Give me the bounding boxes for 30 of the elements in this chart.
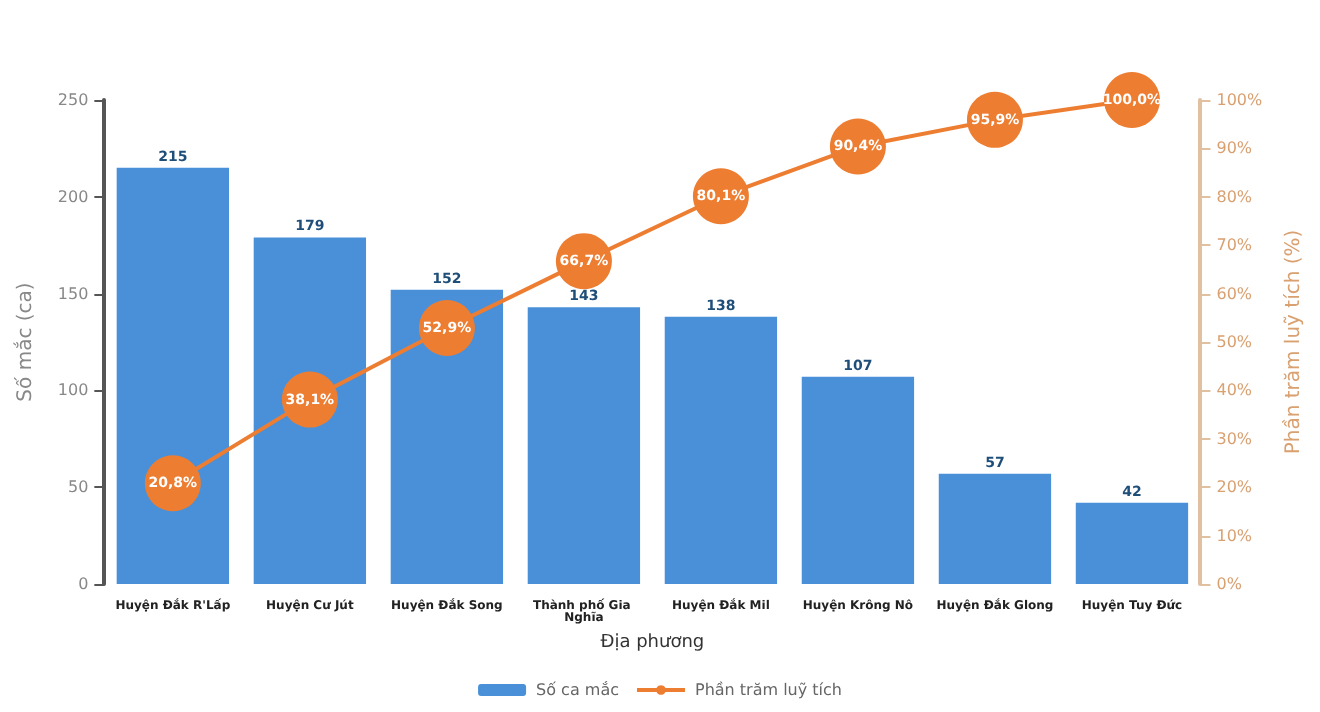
y-tick-label: 50 bbox=[67, 478, 89, 497]
y-tick-label: 100 bbox=[57, 381, 89, 400]
y2-tick-label: 30% bbox=[1216, 429, 1253, 448]
bar bbox=[253, 237, 367, 584]
bar bbox=[527, 307, 641, 584]
y2-tick-label: 70% bbox=[1216, 236, 1253, 255]
y2-tick-label: 80% bbox=[1216, 187, 1253, 206]
bar bbox=[390, 289, 504, 584]
bar bbox=[801, 376, 915, 584]
y-tick-label: 200 bbox=[57, 187, 89, 206]
y2-tick-label: 60% bbox=[1216, 284, 1253, 303]
y2-axis-title: Phần trăm luỹ tích (%) bbox=[1281, 229, 1305, 455]
y-tick-label: 150 bbox=[57, 284, 89, 303]
bar bbox=[1075, 502, 1189, 584]
legend-label: Số ca mắc bbox=[536, 679, 619, 699]
bar bbox=[116, 167, 230, 584]
legend-label: Phần trăm luỹ tích bbox=[694, 681, 842, 699]
y2-tick-label: 20% bbox=[1216, 478, 1253, 497]
y2-tick-label: 100% bbox=[1216, 91, 1263, 109]
y2-tick-label: 50% bbox=[1216, 333, 1253, 351]
y2-tick-label: 40% bbox=[1216, 381, 1253, 400]
y-axis-title: Số mắc (ca) bbox=[13, 282, 37, 402]
bar bbox=[664, 316, 778, 584]
x-axis-title: Địa phương bbox=[600, 632, 705, 653]
y-tick-label: 0 bbox=[78, 575, 89, 593]
y2-tick-label: 10% bbox=[1216, 526, 1253, 545]
bar bbox=[938, 473, 1052, 584]
y-tick-label: 250 bbox=[57, 91, 89, 109]
y2-tick-label: 0% bbox=[1216, 575, 1243, 593]
y2-tick-label: 90% bbox=[1216, 139, 1253, 158]
